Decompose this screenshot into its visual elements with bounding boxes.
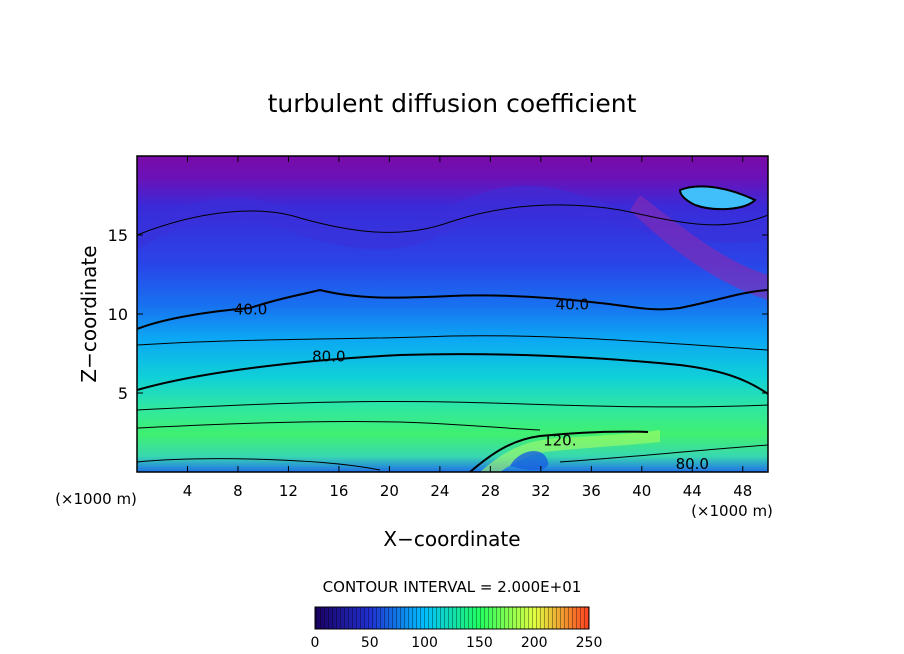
contour-line xyxy=(137,335,768,351)
contour-interval-label: CONTOUR INTERVAL = 2.000E+01 xyxy=(323,578,582,596)
colorbar-tick-label: 0 xyxy=(311,635,320,651)
x-axis-label: X−coordinate xyxy=(383,527,520,551)
colorbar-tick-label: 200 xyxy=(521,635,548,651)
y-axis-ticks: 5 10 15 xyxy=(108,226,768,403)
x-tick-label: 36 xyxy=(582,482,601,500)
contour-line xyxy=(137,353,768,395)
x-tick-label: 48 xyxy=(733,482,752,500)
contour-line xyxy=(137,458,381,471)
contour-line xyxy=(137,421,541,431)
x-tick-label: 4 xyxy=(183,482,193,500)
upper-cloud xyxy=(680,186,755,210)
y-tick-label: 10 xyxy=(108,305,128,324)
contour-label: 80.0 xyxy=(676,455,709,473)
eddy-feature xyxy=(510,451,549,471)
colorbar-tick-label: 50 xyxy=(361,635,379,651)
x-axis-ticks: 4 8 12 16 20 24 28 32 36 40 44 48 xyxy=(183,156,752,500)
x-tick-label: 28 xyxy=(481,482,500,500)
contour-label: 40.0 xyxy=(556,296,589,314)
contour-label: 80.0 xyxy=(312,348,345,366)
purple-tongue xyxy=(630,195,768,300)
colorbar-ticks: 0 50 100 150 200 250 xyxy=(311,635,603,651)
x-tick-label: 12 xyxy=(279,482,298,500)
colorbar-tick-label: 250 xyxy=(576,635,603,651)
x-tick-label: 16 xyxy=(329,482,348,500)
x-tick-label: 20 xyxy=(380,482,399,500)
x-tick-label: 44 xyxy=(683,482,702,500)
contour-label: 120. xyxy=(543,431,576,449)
contour-line xyxy=(469,430,649,472)
x-unit-right: (×1000 m) xyxy=(691,502,773,520)
contour-labels: 40.0 40.0 80.0 120. 80.0 xyxy=(234,296,709,474)
contour-line xyxy=(137,204,768,236)
contour-line xyxy=(137,400,768,411)
colorbar: 0 50 100 150 200 250 xyxy=(311,606,603,651)
colorbar-frame xyxy=(314,606,590,630)
x-tick-label: 32 xyxy=(531,482,550,500)
colorbar-tick-label: 150 xyxy=(466,635,493,651)
surface-plume xyxy=(480,430,660,472)
y-tick-label: 15 xyxy=(108,226,128,245)
x-tick-label: 24 xyxy=(430,482,449,500)
contour-lines xyxy=(137,185,768,472)
chart-title: turbulent diffusion coefficient xyxy=(268,89,637,118)
x-unit-left: (×1000 m) xyxy=(55,490,137,508)
y-tick-label: 5 xyxy=(118,384,128,403)
contour-line xyxy=(137,288,768,330)
y-axis-label: Z−coordinate xyxy=(77,245,101,382)
wave-feature xyxy=(137,185,768,250)
x-tick-label: 8 xyxy=(233,482,243,500)
contour-label: 40.0 xyxy=(234,300,267,318)
contour-line xyxy=(678,185,757,211)
field-features xyxy=(137,185,768,472)
x-tick-label: 40 xyxy=(632,482,651,500)
colorbar-tick-label: 100 xyxy=(411,635,438,651)
contour-line xyxy=(559,444,768,463)
plot-area: 40.0 40.0 80.0 120. 80.0 xyxy=(136,155,769,474)
colorbar-stripes xyxy=(315,607,589,629)
